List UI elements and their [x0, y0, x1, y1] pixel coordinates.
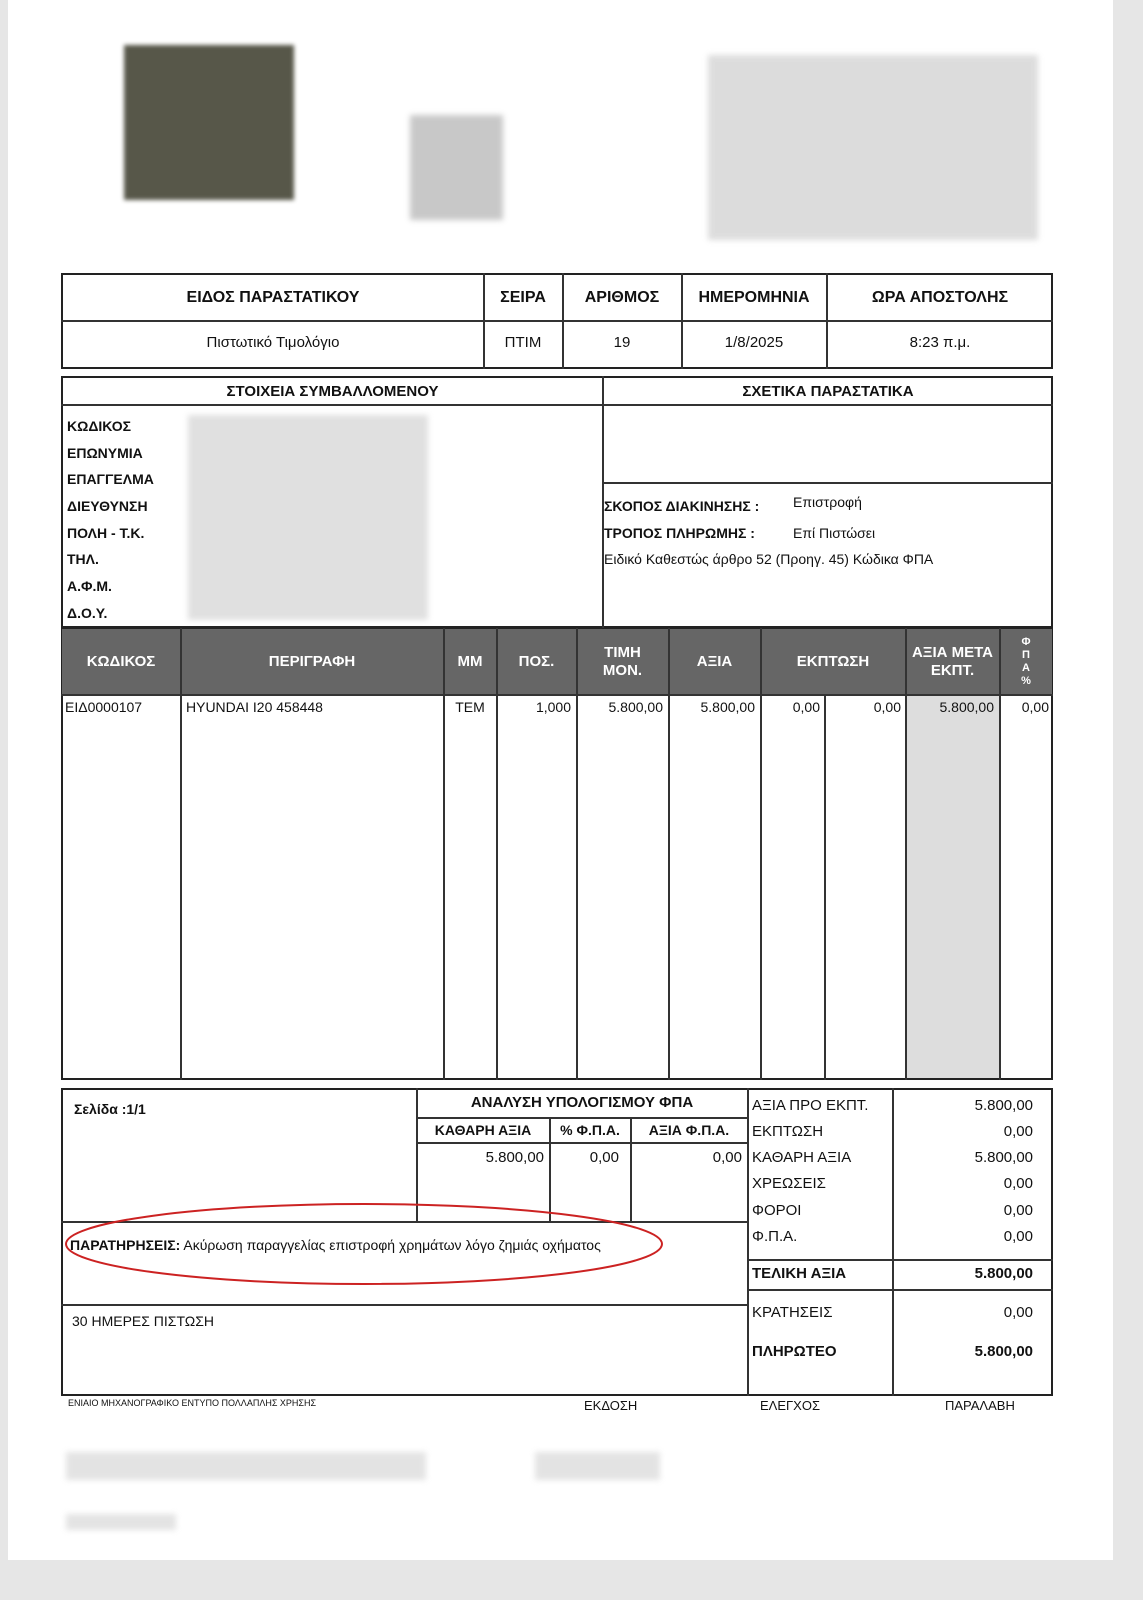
item-code: ΕΙΔ0000107 — [65, 699, 143, 715]
item-price: 5.800,00 — [608, 699, 664, 715]
remarks-text: Ακύρωση παραγγελίας επιστροφή χρημάτων λ… — [180, 1237, 601, 1253]
total-value: 0,00 — [1003, 1123, 1033, 1140]
vat-amount-header: ΑΞΙΑ Φ.Π.Α. — [648, 1122, 730, 1138]
vat-percent-header: % Φ.Π.Α. — [560, 1122, 620, 1138]
related-title: ΣΧΕΤΙΚΑ ΠΑΡΑΣΤΑΤΙΚΑ — [742, 383, 914, 400]
vat-percent-value: 0,00 — [589, 1149, 619, 1166]
total-label: ΕΚΠΤΩΣΗ — [752, 1123, 824, 1140]
item-value: 5.800,00 — [700, 699, 756, 715]
vat-regime-note: Ειδικό Καθεστώς άρθρο 52 (Προηγ. 45) Κώδ… — [604, 551, 934, 567]
vat-analysis-title: ΑΝΑΛΥΣΗ ΥΠΟΛΟΓΙΣΜΟΥ ΦΠΑ — [470, 1094, 694, 1111]
field-profession: ΕΠΑΓΓΕΛΜΑ — [67, 471, 154, 487]
field-code: ΚΩΔΙΚΟΣ — [67, 418, 132, 434]
header-series: ΣΕΙΡΑ — [500, 289, 546, 306]
total-label: ΧΡΕΩΣΕΙΣ — [752, 1175, 826, 1192]
blurred-footer-2 — [535, 1452, 660, 1480]
date-value: 1/8/2025 — [724, 334, 784, 351]
col-discount: ΕΚΠΤΩΣΗ — [796, 653, 870, 670]
invoice-page: ΕΙΔΟΣ ΠΑΡΑΣΤΑΤΙΚΟΥ ΣΕΙΡΑ ΑΡΙΘΜΟΣ ΗΜΕΡΟΜΗ… — [8, 0, 1113, 1560]
final-value: 5.800,00 — [974, 1265, 1033, 1282]
blurred-logo-2 — [410, 115, 503, 220]
footer-section — [61, 1088, 1053, 1396]
number-value: 19 — [613, 334, 631, 351]
remarks-label: ΠΑΡΑΤΗΡΗΣΕΙΣ: — [70, 1237, 181, 1253]
purpose-label: ΣΚΟΠΟΣ ΔΙΑΚΙΝΗΣΗΣ : — [604, 498, 760, 514]
item-unit: ΤΕΜ — [455, 699, 485, 715]
col-unit-price: ΤΙΜΗ ΜΟΝ. — [602, 644, 643, 679]
final-label: ΤΕΛΙΚΗ ΑΞΙΑ — [752, 1265, 847, 1282]
header-time: ΩΡΑ ΑΠΟΣΤΟΛΗΣ — [871, 289, 1009, 306]
item-vat: 0,00 — [1021, 699, 1049, 715]
time-value: 8:23 π.μ. — [909, 334, 971, 351]
total-value: 0,00 — [1003, 1175, 1033, 1192]
withheld-value: 0,00 — [1003, 1304, 1033, 1321]
total-label: Φ.Π.Α. — [752, 1228, 798, 1245]
item-net: 5.800,00 — [939, 699, 995, 715]
total-label: ΚΑΘΑΡΗ ΑΞΙΑ — [752, 1149, 852, 1166]
item-description: HYUNDAI I20 458448 — [186, 699, 323, 715]
payable-label: ΠΛΗΡΩΤΕΟ — [752, 1343, 837, 1360]
total-label: ΦΟΡΟΙ — [752, 1202, 802, 1219]
form-type: ΕΝΙΑΙΟ ΜΗΧΑΝΟΓΡΑΦΙΚΟ ΕΝΤΥΠΟ ΠΟΛΛΑΠΛΗΣ ΧΡ… — [68, 1398, 317, 1408]
payment-label: ΤΡΟΠΟΣ ΠΛΗΡΩΜΗΣ : — [604, 525, 755, 541]
total-value: 5.800,00 — [974, 1149, 1033, 1166]
field-phone: ΤΗΛ. — [67, 551, 99, 567]
item-qty: 1,000 — [535, 699, 571, 715]
header-number: ΑΡΙΘΜΟΣ — [584, 289, 660, 306]
header-date: ΗΜΕΡΟΜΗΝΙΑ — [698, 289, 810, 306]
blurred-company-info — [708, 55, 1038, 240]
field-address: ΔΙΕΥΘΥΝΣΗ — [67, 498, 148, 514]
blurred-footer-1 — [66, 1452, 426, 1480]
total-value: 5.800,00 — [974, 1097, 1033, 1114]
purpose-value: Επιστροφή — [793, 494, 862, 510]
page-number: Σελίδα :1/1 — [74, 1101, 146, 1117]
col-value: ΑΞΙΑ — [696, 653, 733, 670]
series-value: ΠΤΙΜ — [504, 334, 542, 351]
field-tax-office: Δ.Ο.Υ. — [67, 605, 108, 621]
contractor-title: ΣΤΟΙΧΕΙΑ ΣΥΜΒΑΛΛΟΜΕΝΟΥ — [226, 383, 439, 400]
credit-terms: 30 ΗΜΕΡΕΣ ΠΙΣΤΩΣΗ — [72, 1313, 214, 1329]
col-code: ΚΩΔΙΚΟΣ — [86, 653, 156, 670]
header-doc-type: ΕΙΔΟΣ ΠΑΡΑΣΤΑΤΙΚΟΥ — [186, 289, 360, 306]
total-label: ΑΞΙΑ ΠΡΟ ΕΚΠΤ. — [752, 1097, 869, 1114]
total-value: 0,00 — [1003, 1228, 1033, 1245]
col-qty: ΠΟΣ. — [518, 653, 555, 670]
total-value: 0,00 — [1003, 1202, 1033, 1219]
payable-value: 5.800,00 — [974, 1343, 1033, 1360]
check-label: ΕΛΕΓΧΟΣ — [760, 1398, 821, 1413]
receipt-label: ΠΑΡΑΛΑΒΗ — [945, 1398, 1015, 1413]
blurred-contractor-values — [188, 415, 428, 620]
vat-amount-value: 0,00 — [712, 1149, 742, 1166]
field-name: ΕΠΩΝΥΜΙΑ — [67, 445, 143, 461]
withheld-label: ΚΡΑΤΗΣΕΙΣ — [752, 1304, 833, 1321]
col-unit: ΜΜ — [457, 653, 483, 670]
vat-net-value: 5.800,00 — [485, 1149, 544, 1166]
col-description: ΠΕΡΙΓΡΑΦΗ — [268, 653, 356, 670]
col-vat-percent: Φ Π Α % — [1021, 636, 1031, 687]
payment-value: Επί Πιστώσει — [793, 525, 876, 541]
field-city: ΠΟΛΗ - Τ.Κ. — [67, 525, 145, 541]
issue-label: ΕΚΔΟΣΗ — [584, 1398, 638, 1413]
contractor-section — [61, 376, 1053, 628]
vat-net-header: ΚΑΘΑΡΗ ΑΞΙΑ — [434, 1122, 532, 1138]
blurred-footer-3 — [66, 1514, 176, 1530]
item-discount-1: 0,00 — [792, 699, 820, 715]
field-vat-id: Α.Φ.Μ. — [67, 578, 112, 594]
company-logo — [124, 45, 294, 200]
item-discount-2: 0,00 — [873, 699, 901, 715]
red-annotation-ellipse — [65, 1203, 663, 1285]
doc-type-value: Πιστωτικό Τιμολόγιο — [206, 334, 340, 351]
col-net-value: ΑΞΙΑ ΜΕΤΑ ΕΚΠΤ. — [911, 644, 994, 679]
remarks: ΠΑΡΑΤΗΡΗΣΕΙΣ: Ακύρωση παραγγελίας επιστρ… — [70, 1237, 601, 1253]
